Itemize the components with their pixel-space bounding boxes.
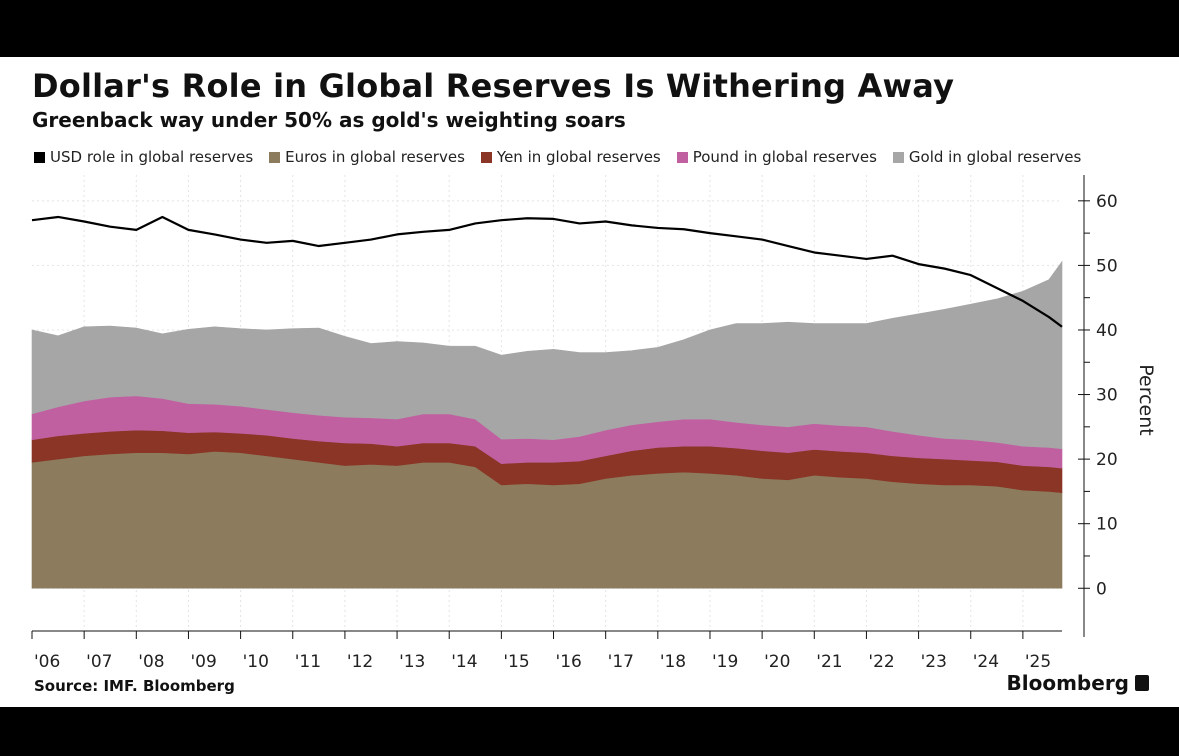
- chart-plot: 0 10 20 30 40 50 60 Percent '06 '07 '08 '09 '10 '11 '1…: [31, 175, 1157, 672]
- x-tick-label: '23: [921, 652, 947, 672]
- y-tick-label: 30: [1096, 386, 1118, 406]
- legend-label: Yen in global reserves: [496, 148, 661, 166]
- legend-label: USD role in global reserves: [50, 148, 254, 166]
- legend-swatch: [269, 151, 281, 163]
- legend-swatch: [480, 151, 492, 163]
- line-usd: [31, 215, 1063, 328]
- x-tick-label: '10: [243, 652, 269, 672]
- x-tick-label: '21: [816, 652, 842, 672]
- x-tick-label: '13: [399, 652, 425, 672]
- y-axis-title: Percent: [1135, 364, 1157, 436]
- y-tick-label: 0: [1096, 579, 1107, 599]
- legend-swatch: [34, 151, 45, 163]
- brand-name: Bloomberg: [1006, 671, 1129, 695]
- legend-item: Euros in global reserves: [269, 148, 465, 166]
- y-tick-label: 10: [1096, 515, 1118, 535]
- x-tick-label: '19: [712, 652, 738, 672]
- chart-title: Dollar's Role in Global Reserves Is With…: [32, 67, 955, 105]
- chart-subtitle: Greenback way under 50% as gold's weight…: [32, 108, 626, 132]
- x-tick-label: '12: [347, 652, 373, 672]
- legend-label: Gold in global reserves: [908, 148, 1082, 166]
- x-tick-label: '25: [1025, 652, 1051, 672]
- x-tick-label: '11: [295, 652, 321, 672]
- chart-legend: USD role in global reserves Euros in glob…: [34, 148, 1081, 166]
- x-tick-label: '18: [660, 652, 686, 672]
- area-gold: [31, 260, 1063, 450]
- x-tick-label: '09: [190, 652, 216, 672]
- chart-panel: Dollar's Role in Global Reserves Is With…: [0, 57, 1179, 707]
- x-tick-label: '14: [451, 652, 477, 672]
- source-note: Source: IMF. Bloomberg: [34, 677, 235, 695]
- legend-swatch: [892, 151, 904, 163]
- y-tick-label: 40: [1096, 321, 1118, 341]
- x-tick-label: '16: [556, 652, 582, 672]
- x-tick-label: '24: [973, 652, 999, 672]
- x-tick-label: '20: [764, 652, 790, 672]
- terminal-icon: [1135, 675, 1149, 691]
- y-tick-label: 60: [1096, 192, 1118, 212]
- y-tick-label: 50: [1096, 256, 1118, 276]
- y-tick-label: 20: [1096, 450, 1118, 470]
- x-tick-label: '06: [34, 652, 60, 672]
- legend-item: Gold in global reserves: [892, 148, 1082, 166]
- x-tick-label: '08: [138, 652, 164, 672]
- brand-logo: Bloomberg: [1007, 671, 1149, 695]
- x-tick-label: '22: [868, 652, 894, 672]
- x-tick-label: '15: [503, 652, 529, 672]
- x-tick-label: '17: [608, 652, 634, 672]
- legend-item: USD role in global reserves: [34, 148, 253, 166]
- legend-label: Euros in global reserves: [285, 148, 465, 166]
- legend-item: Yen in global reserves: [480, 148, 661, 166]
- legend-swatch: [676, 151, 688, 163]
- x-tick-label: '07: [86, 652, 112, 672]
- legend-label: Pound in global reserves: [692, 148, 877, 166]
- legend-item: Pound in global reserves: [676, 148, 877, 166]
